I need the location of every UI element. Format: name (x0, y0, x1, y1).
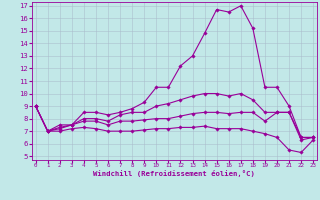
X-axis label: Windchill (Refroidissement éolien,°C): Windchill (Refroidissement éolien,°C) (93, 170, 255, 177)
